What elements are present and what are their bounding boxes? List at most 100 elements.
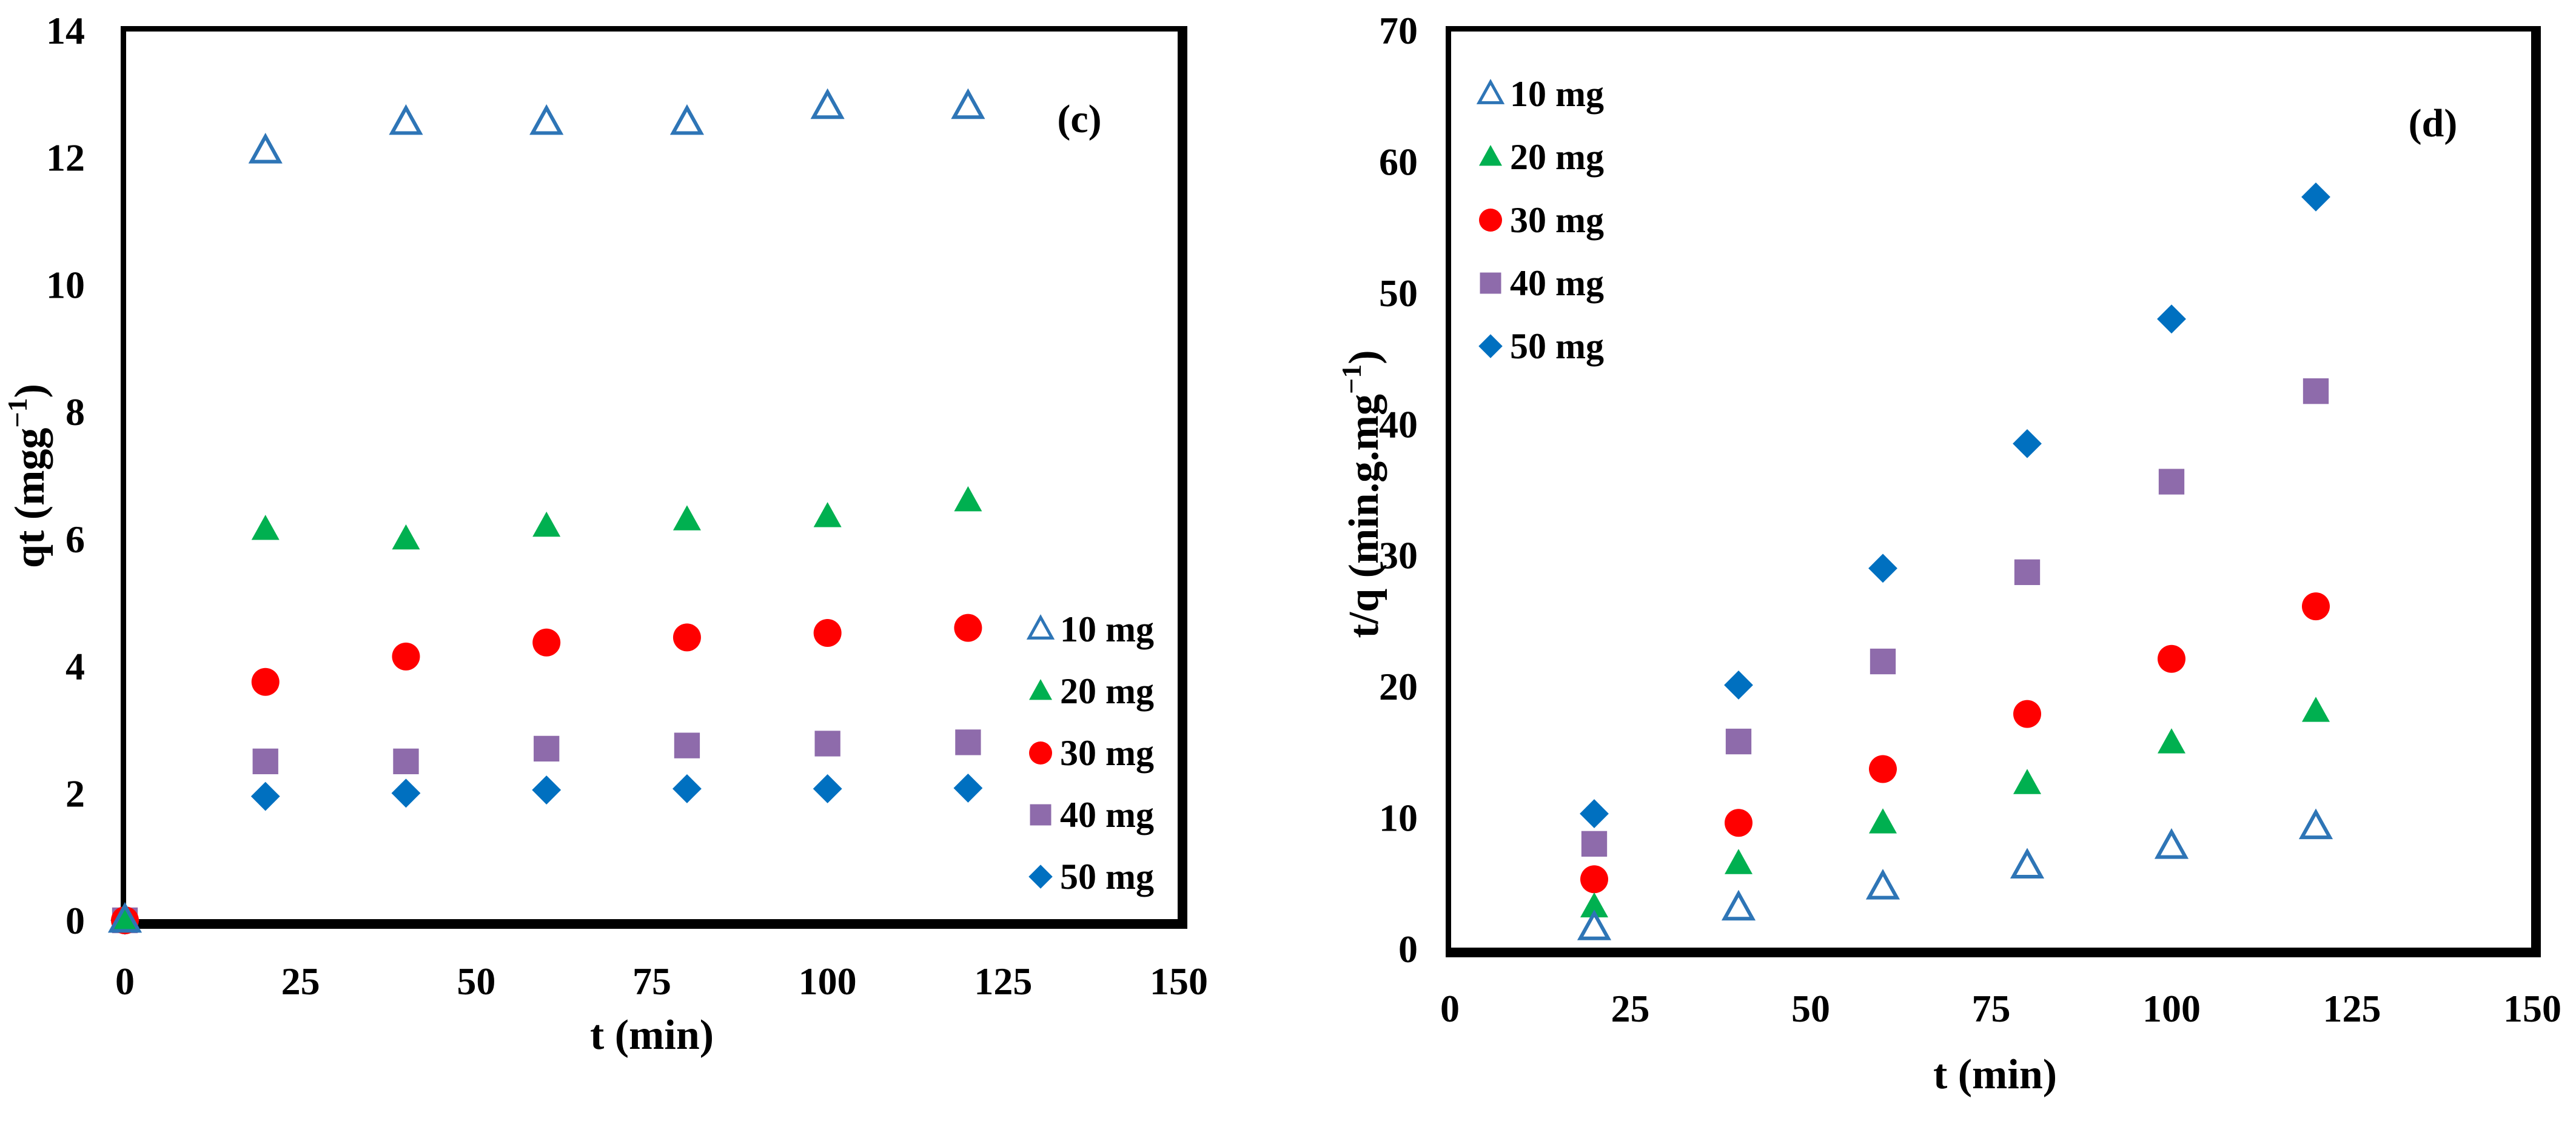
panel-c-point-50-mg [532, 775, 562, 805]
panel-d-point-10-mg [1721, 889, 1756, 921]
panel-c-legend-label: 20 mg [1060, 671, 1154, 711]
panel-c-legend: 10 mg 20 mg 30 mg 40 mg 50 mg [1026, 609, 1154, 897]
panel-c-legend-marker [1029, 679, 1052, 700]
panel-d-point-40-mg [2014, 559, 2041, 586]
panel-d-point-10-mg [2298, 808, 2333, 840]
panel-d-legend-label: 30 mg [1510, 200, 1604, 240]
panel-d-legend-marker [1476, 79, 1505, 104]
panel-d-y-axis-title-main: t/q (min.g.mg [1341, 394, 1387, 638]
panel-d-legend-label: 50 mg [1510, 326, 1604, 366]
panel-d: 0 10 20 30 40 50 60 70 0 25 50 75 100 125 150 (d) t (… [1336, 9, 2561, 1098]
panel-c-point-10-mg [529, 104, 564, 135]
panel-d-legend-marker [1479, 145, 1502, 166]
panel-c-x-ticks: 0 25 50 75 100 125 150 [115, 960, 1208, 1003]
panel-d-y-axis-title-close: ) [1341, 350, 1387, 364]
panel-d-x-tick-label: 25 [1611, 987, 1650, 1030]
panel-c-point-10-mg [107, 902, 143, 933]
panel-d-y-ticks: 0 10 20 30 40 50 60 70 [1379, 9, 1418, 971]
panel-d-point-20-mg [1580, 892, 1608, 918]
panel-c-y-tick-label: 14 [46, 9, 85, 52]
panel-d-legend-marker [1479, 209, 1502, 232]
panel-c-y-axis-title-sup: −1 [2, 398, 33, 427]
panel-d-y-tick-label: 70 [1379, 9, 1418, 52]
panel-c-y-tick-label: 6 [65, 518, 85, 561]
panel-d-point-50-mg [1868, 554, 1897, 583]
panel-c-point-50-mg [953, 773, 983, 803]
panel-c-legend-label: 10 mg [1060, 609, 1154, 649]
panel-c-point-40-mg [674, 732, 700, 758]
panel-d-point-20-mg [1725, 849, 1753, 874]
panel-c-legend-marker [1028, 865, 1053, 889]
panel-d-x-tick-label: 100 [2142, 987, 2201, 1030]
panel-d-point-10-mg [2154, 828, 2189, 859]
panel-c-point-20-mg [813, 502, 842, 527]
panel-c-point-10-mg [389, 104, 423, 135]
panel-d-point-10-mg [1865, 869, 1900, 900]
panel-d-y-tick-label: 50 [1379, 272, 1418, 315]
panel-d-point-30-mg [2013, 700, 2041, 728]
panel-d-point-40-mg [1581, 831, 1608, 857]
panel-d-point-30-mg [2158, 644, 2185, 673]
panel-d-legend-label: 10 mg [1510, 74, 1604, 114]
panel-c-point-50-mg [673, 774, 702, 803]
panel-d-points [1577, 182, 2333, 940]
panel-c-legend-label: 40 mg [1060, 795, 1154, 835]
panel-c-x-tick-label: 100 [799, 960, 857, 1003]
panel-c-legend-marker [1030, 804, 1052, 826]
panel-d-x-tick-label: 125 [2323, 987, 2381, 1030]
panel-c-legend-marker [1029, 741, 1052, 765]
panel-c-plot-frame [124, 29, 1180, 922]
panel-c-x-axis-title: t (min) [590, 1012, 714, 1059]
panel-c-point-20-mg [954, 486, 982, 512]
panel-d-y-tick-label: 20 [1379, 665, 1418, 708]
panel-d-y-tick-label: 0 [1398, 928, 1418, 971]
panel-c-x-tick-label: 0 [115, 960, 135, 1003]
panel-c-x-tick-label: 25 [281, 960, 320, 1003]
panel-c-y-axis-title-main: qt (mgg [7, 428, 53, 568]
panel-c-y-tick-label: 10 [46, 263, 85, 306]
panel-d-x-ticks: 0 25 50 75 100 125 150 [1440, 987, 2561, 1030]
panel-d-legend-label: 20 mg [1510, 137, 1604, 177]
panel-c-point-10-mg [810, 88, 845, 119]
panel-d-point-20-mg [2302, 697, 2330, 722]
panel-c-point-40-mg [814, 731, 840, 757]
panel-d-point-40-mg [1870, 648, 1896, 675]
panel-d-x-tick-label: 75 [1972, 987, 2011, 1030]
panel-c-x-tick-label: 75 [632, 960, 671, 1003]
panel-c: 0 2 4 6 8 10 12 14 0 25 50 75 100 125 150 (c) t (min)… [2, 9, 1208, 1059]
panel-d-point-50-mg [1724, 671, 1753, 700]
panel-c-point-10-mg [669, 104, 705, 135]
panel-d-point-40-mg [2303, 378, 2329, 404]
panel-d-point-40-mg [1725, 728, 1752, 755]
panel-d-label: (d) [2409, 101, 2458, 146]
panel-c-label: (c) [1057, 97, 1101, 141]
panel-d-point-40-mg [2158, 469, 2185, 495]
panel-c-point-40-mg [393, 748, 419, 775]
panel-c-point-10-mg [951, 88, 985, 119]
panel-c-point-30-mg [251, 668, 280, 696]
panel-c-x-tick-label: 50 [457, 960, 495, 1003]
panel-d-y-axis-title-sup: −1 [1336, 364, 1367, 394]
panel-d-point-50-mg [1580, 799, 1609, 828]
panel-c-point-50-mg [250, 781, 280, 811]
panel-c-point-40-mg [252, 748, 278, 775]
panel-d-y-tick-label: 60 [1379, 140, 1418, 183]
panel-c-x-tick-label: 125 [974, 960, 1032, 1003]
panel-d-point-30-mg [1725, 809, 1753, 837]
panel-c-y-ticks: 0 2 4 6 8 10 12 14 [46, 9, 85, 942]
panel-d-legend-marker [1478, 334, 1503, 358]
panel-c-y-tick-label: 8 [65, 390, 85, 433]
panel-c-point-30-mg [673, 623, 701, 652]
panel-d-point-10-mg [2010, 848, 2045, 879]
panel-c-point-30-mg [813, 619, 842, 648]
panel-d-y-tick-label: 30 [1379, 534, 1418, 577]
panel-d-legend: 10 mg 20 mg 30 mg 40 mg 50 mg [1476, 74, 1604, 366]
panel-d-legend-label: 40 mg [1510, 263, 1604, 303]
panel-d-x-tick-label: 50 [1791, 987, 1830, 1030]
panel-c-point-30-mg [954, 614, 982, 642]
panel-c-point-40-mg [534, 735, 560, 762]
panel-c-x-tick-label: 150 [1150, 960, 1208, 1003]
panel-c-point-30-mg [532, 628, 561, 657]
panel-d-point-30-mg [1869, 755, 1897, 783]
